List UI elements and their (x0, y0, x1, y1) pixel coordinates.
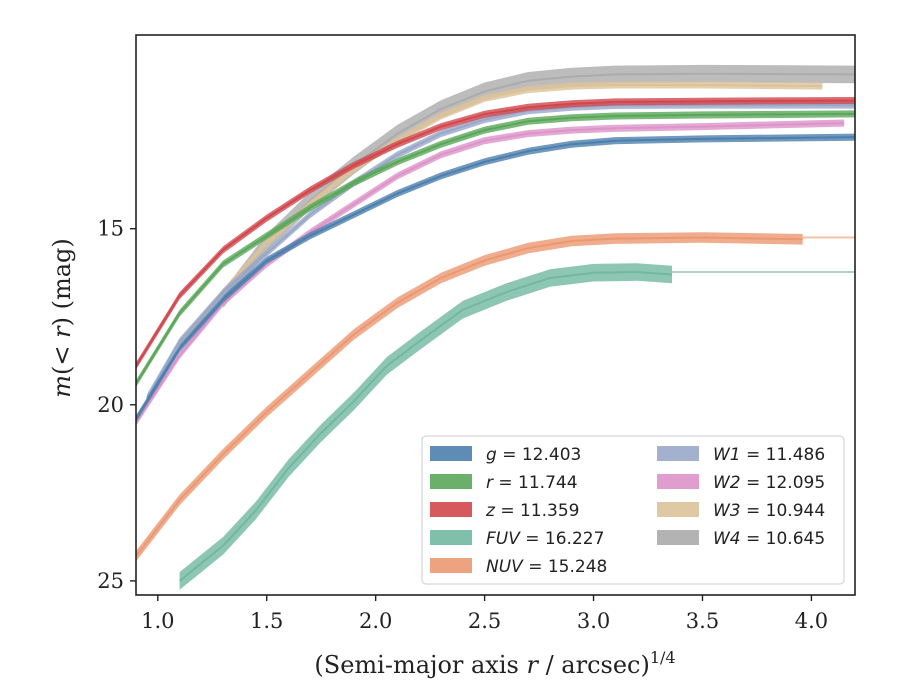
x-axis-label: (Semi-major axis r / arcsec)1/4 (314, 648, 675, 679)
legend-swatch-g (430, 446, 472, 461)
legend-swatch-w2 (657, 474, 699, 489)
x-axis: 1.0 1.5 2.0 2.5 3.0 3.5 4.0 (141, 595, 828, 633)
legend-swatch-r (430, 474, 472, 489)
series-line-r (136, 112, 855, 385)
x-tick-label: 2.0 (359, 609, 392, 633)
y-tick-label: 20 (97, 393, 124, 417)
legend-label-r: r = 11.744 (486, 473, 578, 493)
legend-swatch-fuv (430, 530, 472, 545)
plot-frame (135, 34, 856, 596)
series-layer (136, 64, 855, 590)
legend-label-z: z = 11.359 (485, 501, 579, 521)
series-line-w3 (178, 84, 823, 346)
legend: g = 12.403 r = 11.744 z = 11.359 FUV = 16.2… (421, 435, 845, 585)
y-axis: 15 20 25 (97, 217, 136, 593)
series-band-fuv (179, 263, 672, 590)
legend-label-nuv: NUV = 15.248 (486, 557, 607, 577)
legend-swatch-nuv (430, 558, 472, 573)
x-tick-label: 4.0 (795, 609, 828, 633)
series-line-z (136, 99, 855, 367)
legend-box (421, 435, 845, 585)
legend-swatch-w1 (657, 446, 699, 461)
series-line-fuv (178, 270, 673, 582)
legend-swatch-w3 (657, 502, 699, 517)
legend-label-fuv: FUV = 16.227 (486, 529, 604, 549)
y-tick-label: 15 (97, 217, 124, 241)
legend-label-w1: W1 = 11.486 (713, 445, 825, 465)
legend-label-w4: W4 = 10.645 (713, 529, 825, 549)
series-line-nuv (136, 236, 803, 557)
y-axis-label: m(< r) (mag) (48, 238, 76, 398)
legend-swatch-w4 (657, 530, 699, 545)
x-tick-label: 3.0 (577, 609, 610, 633)
y-tick-label: 25 (97, 569, 124, 593)
series-line-g (136, 136, 855, 420)
legend-label-w3: W3 = 10.944 (713, 501, 825, 521)
x-tick-label: 3.5 (686, 609, 719, 633)
legend-label-g: g = 12.403 (486, 445, 581, 465)
x-tick-label: 2.5 (468, 609, 501, 633)
x-tick-label: 1.5 (250, 609, 283, 633)
x-tick-label: 1.0 (141, 609, 174, 633)
legend-label-w2: W2 = 12.095 (713, 473, 825, 493)
legend-swatch-z (430, 502, 472, 517)
